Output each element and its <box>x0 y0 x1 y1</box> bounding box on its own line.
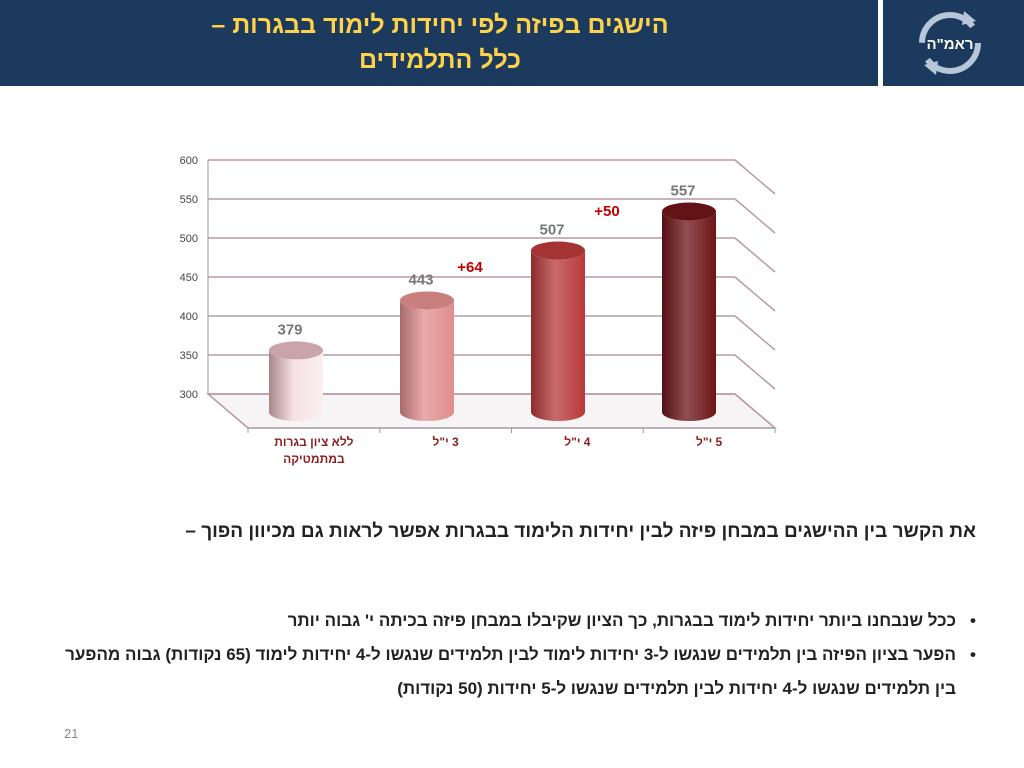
chart-x-axis: ללא ציון בגרות במתמטיקה 3 י"ל 4 י"ל 5 י"ל <box>247 427 776 466</box>
y-tick-label: 350 <box>180 350 198 362</box>
gridline-side <box>734 198 776 234</box>
data-label: 379 <box>277 321 302 338</box>
difference-annotation: +64 <box>457 259 483 276</box>
x-tick-label: במתמטיקה <box>283 452 345 466</box>
y-tick-label: 400 <box>180 311 198 323</box>
y-tick-label: 500 <box>180 233 198 245</box>
data-label: 443 <box>408 271 433 288</box>
y-tick-label: 300 <box>180 389 198 401</box>
x-tick-label: 3 י"ל <box>433 435 460 449</box>
gridline-side <box>734 276 776 312</box>
bullet-item-2: הפער בציון הפיזה בין תלמידים שנגשו ל-3 י… <box>40 638 976 706</box>
gridline-side <box>734 354 776 390</box>
chart-y-axis: 300 350 400 450 500 550 600 <box>180 155 198 401</box>
slide-title-line1: הישגים בפיזה לפי יחידות לימוד בבגרות – <box>211 11 669 39</box>
gridline-side <box>734 315 776 351</box>
page-number: 21 <box>64 726 79 741</box>
gridline-side <box>734 159 776 195</box>
gridline-side <box>734 393 776 429</box>
header-divider <box>878 0 883 86</box>
gridline-side <box>734 237 776 273</box>
x-tick-label: 5 י"ל <box>696 435 723 449</box>
bar-cylinder-3 <box>531 250 585 421</box>
chart-bars: 379 443 507 557 +64 +50 <box>269 183 716 421</box>
bar-cylinder-4 <box>662 211 716 421</box>
rama-logo: ראמ"ה <box>919 11 981 75</box>
y-tick-label: 450 <box>180 272 198 284</box>
bar-cylinder-1 <box>269 350 323 421</box>
x-tick-label: 4 י"ל <box>564 435 591 449</box>
bar-cylinder-2 <box>400 300 454 421</box>
data-label: 557 <box>670 183 695 200</box>
y-tick-label: 550 <box>180 194 198 206</box>
bar-chart: 300 350 400 450 500 550 600 379 443 507 557 +64 +50… <box>180 155 778 466</box>
y-tick-label: 600 <box>180 155 198 167</box>
slide-header: הישגים בפיזה לפי יחידות לימוד בבגרות – כ… <box>0 0 1024 86</box>
explanation-paragraph: את הקשר בין ההישגים במבחן פיזה לבין יחיד… <box>185 521 976 542</box>
difference-annotation: +50 <box>594 203 619 220</box>
bar-top-2 <box>400 291 454 310</box>
bar-top-3 <box>531 241 585 260</box>
logo-text: ראמ"ה <box>926 36 973 53</box>
slide-title: הישגים בפיזה לפי יחידות לימוד בבגרות – כ… <box>120 8 760 78</box>
bullet-list: ככל שנבחנו ביותר יחידות לימוד בבגרות, כך… <box>40 604 976 706</box>
bullet-item-1: ככל שנבחנו ביותר יחידות לימוד בבגרות, כך… <box>40 604 976 638</box>
x-tick-label: ללא ציון בגרות <box>274 435 353 449</box>
slide-title-line2: כלל התלמידים <box>358 46 522 74</box>
bar-top-1 <box>269 341 323 360</box>
bar-top-4 <box>662 202 716 221</box>
data-label: 507 <box>539 222 564 239</box>
